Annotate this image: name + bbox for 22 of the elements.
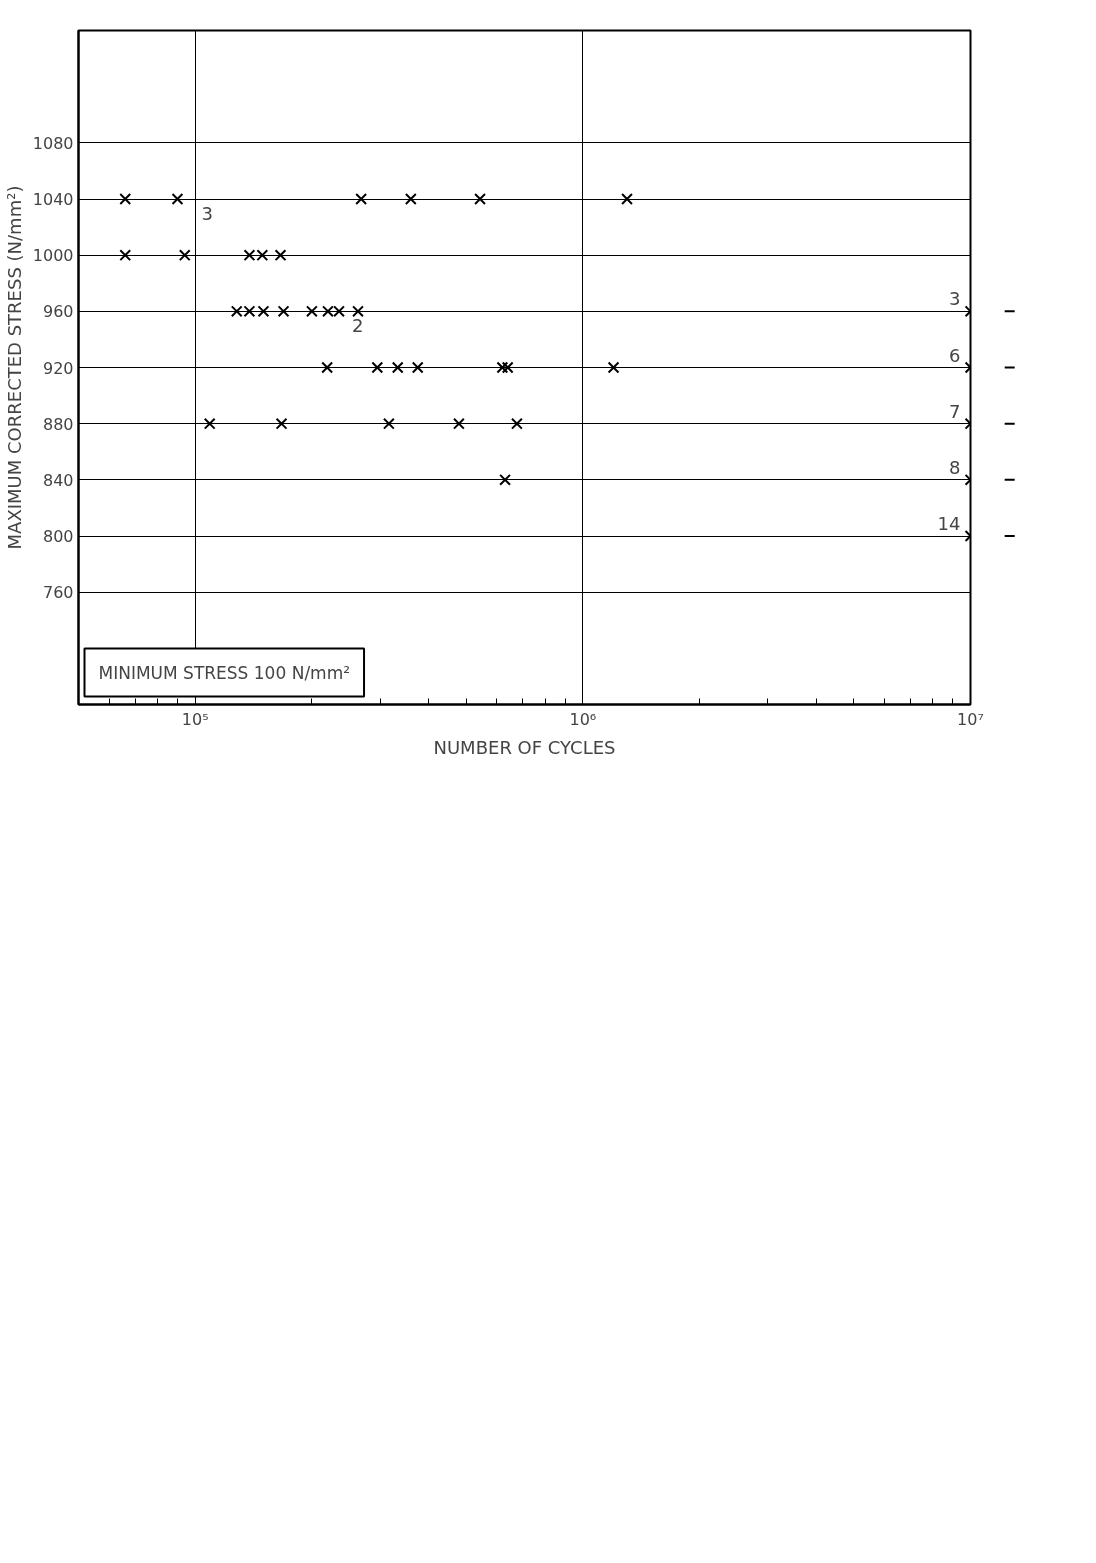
- y-tick-label: 960: [42, 302, 74, 322]
- annotation: 3: [949, 288, 961, 310]
- x-tick-label: 10⁶: [569, 709, 597, 729]
- annotation: 3: [201, 203, 213, 224]
- annotation: 2: [351, 315, 364, 337]
- y-tick-label: 840: [42, 470, 74, 490]
- x-tick-label: 10⁷: [957, 709, 984, 729]
- annotation: MINIMUM STRESS 100 N/mm²: [98, 662, 351, 683]
- y-tick-label: 920: [42, 358, 74, 378]
- y-tick-label: 760: [42, 583, 74, 603]
- annotation: 8: [949, 456, 961, 478]
- y-axis-title: MAXIMUM CORRECTED STRESS (N/mm²): [3, 185, 25, 550]
- annotation: 6: [949, 344, 961, 366]
- x-tick-label: 10⁵: [181, 709, 209, 729]
- annotation: 7: [949, 400, 961, 422]
- x-axis-title: NUMBER OF CYCLES: [433, 736, 616, 758]
- y-tick-label: 800: [42, 527, 74, 546]
- y-tick-label: 1040: [32, 190, 74, 209]
- y-tick-label: 1080: [32, 133, 74, 153]
- annotation: 14: [937, 513, 961, 534]
- y-tick-label: 880: [42, 414, 74, 434]
- y-tick-label: 1000: [32, 246, 74, 266]
